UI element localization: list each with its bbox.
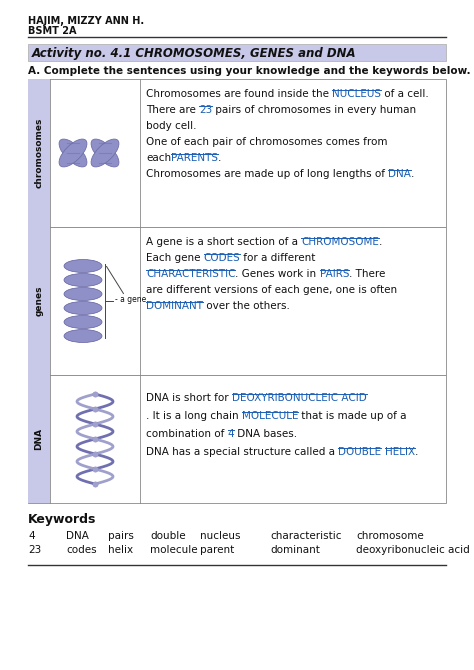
Text: . It is a long chain: . It is a long chain <box>146 411 242 421</box>
Text: A gene is a short section of a: A gene is a short section of a <box>146 237 301 247</box>
Text: for a different: for a different <box>240 253 316 263</box>
Text: nucleus: nucleus <box>200 531 240 541</box>
Text: chromosome: chromosome <box>356 531 424 541</box>
Text: . There: . There <box>349 269 386 279</box>
Text: 4: 4 <box>228 429 234 439</box>
Text: deoxyribonucleic acid: deoxyribonucleic acid <box>356 545 470 555</box>
Text: HELIX: HELIX <box>384 447 415 457</box>
Ellipse shape <box>64 259 102 273</box>
Text: DOUBLE: DOUBLE <box>338 447 382 457</box>
Text: .: . <box>218 153 221 163</box>
Text: DNA is short for: DNA is short for <box>146 393 232 403</box>
Text: CHROMOSOME: CHROMOSOME <box>301 237 379 247</box>
Text: are different versions of each gene, one is often: are different versions of each gene, one… <box>146 285 397 295</box>
Text: CHARACTERISTIC: CHARACTERISTIC <box>146 269 236 279</box>
Ellipse shape <box>59 139 87 167</box>
Bar <box>28 375 446 503</box>
Text: of a cell.: of a cell. <box>381 89 429 99</box>
Text: 4: 4 <box>28 531 35 541</box>
Text: DEOXYRIBONUCLEIC ACID: DEOXYRIBONUCLEIC ACID <box>232 393 366 403</box>
Ellipse shape <box>64 330 102 342</box>
Bar <box>28 227 446 375</box>
Bar <box>28 44 446 61</box>
Text: Keywords: Keywords <box>28 513 96 526</box>
Text: There are: There are <box>146 105 199 115</box>
Text: One of each pair of chromosomes comes from: One of each pair of chromosomes comes fr… <box>146 137 388 147</box>
Text: over the others.: over the others. <box>203 301 290 311</box>
Text: Activity no. 4.1 CHROMOSOMES, GENES and DNA: Activity no. 4.1 CHROMOSOMES, GENES and … <box>32 47 356 60</box>
Text: codes: codes <box>66 545 97 555</box>
Text: BSMT 2A: BSMT 2A <box>28 26 76 36</box>
Text: Each gene: Each gene <box>146 253 204 263</box>
Text: body cell.: body cell. <box>146 121 197 131</box>
Ellipse shape <box>91 139 119 167</box>
Text: that is made up of a: that is made up of a <box>298 411 407 421</box>
Text: pairs of chromosomes in every human: pairs of chromosomes in every human <box>212 105 417 115</box>
Text: characteristic: characteristic <box>270 531 341 541</box>
Text: .: . <box>379 237 383 247</box>
Text: NUCLEUS: NUCLEUS <box>332 89 381 99</box>
Text: combination of: combination of <box>146 429 228 439</box>
Text: Chromosomes are found inside the: Chromosomes are found inside the <box>146 89 332 99</box>
Text: . Genes work in: . Genes work in <box>236 269 320 279</box>
Ellipse shape <box>91 139 119 167</box>
Text: double: double <box>150 531 186 541</box>
Text: DNA: DNA <box>66 531 89 541</box>
Text: DNA: DNA <box>35 428 44 450</box>
Text: .: . <box>415 447 418 457</box>
Bar <box>28 79 446 227</box>
Text: MOLECULE: MOLECULE <box>242 411 298 421</box>
Text: PARENTS: PARENTS <box>171 153 218 163</box>
Text: each: each <box>146 153 171 163</box>
Bar <box>28 375 50 503</box>
Text: CODES: CODES <box>204 253 240 263</box>
Text: molecule: molecule <box>150 545 198 555</box>
Text: pairs: pairs <box>108 531 134 541</box>
Ellipse shape <box>64 273 102 287</box>
Text: A. Complete the sentences using your knowledge and the keywords below.: A. Complete the sentences using your kno… <box>28 66 471 76</box>
Text: .: . <box>411 169 414 179</box>
Text: parent: parent <box>200 545 234 555</box>
Text: genes: genes <box>35 285 44 316</box>
Ellipse shape <box>64 287 102 301</box>
Text: DOMINANT: DOMINANT <box>146 301 203 311</box>
Ellipse shape <box>64 316 102 328</box>
Bar <box>28 227 50 375</box>
Ellipse shape <box>64 302 102 314</box>
Text: PAIRS: PAIRS <box>320 269 349 279</box>
Text: DNA has a special structure called a: DNA has a special structure called a <box>146 447 338 457</box>
Text: DNA bases.: DNA bases. <box>234 429 297 439</box>
Ellipse shape <box>59 139 87 167</box>
Text: Chromosomes are made up of long lengths of: Chromosomes are made up of long lengths … <box>146 169 388 179</box>
Text: 23: 23 <box>199 105 212 115</box>
Text: chromosomes: chromosomes <box>35 118 44 188</box>
Text: DNA: DNA <box>388 169 411 179</box>
Text: HAJIM, MIZZY ANN H.: HAJIM, MIZZY ANN H. <box>28 16 144 26</box>
Bar <box>28 79 50 227</box>
Text: helix: helix <box>108 545 133 555</box>
Text: - a gene: - a gene <box>115 295 146 304</box>
Text: 23: 23 <box>28 545 41 555</box>
Text: dominant: dominant <box>270 545 320 555</box>
